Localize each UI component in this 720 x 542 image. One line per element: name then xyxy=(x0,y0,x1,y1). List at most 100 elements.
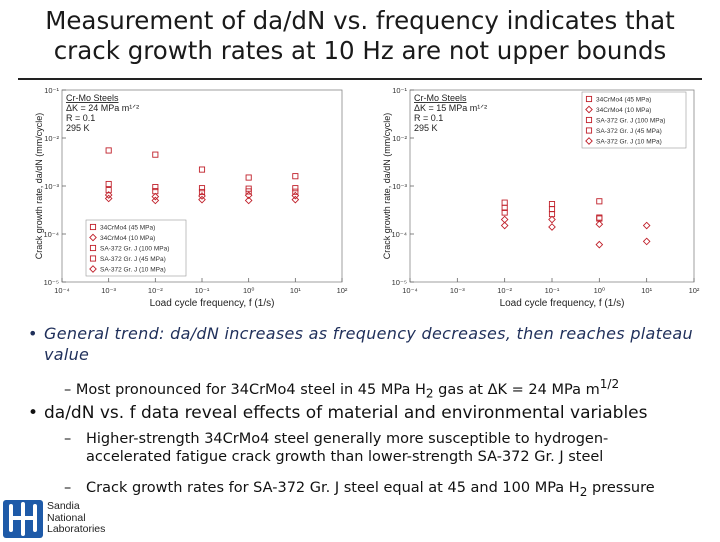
chart1-data-point xyxy=(105,187,112,194)
chart1-data-point xyxy=(105,180,112,188)
chart1-legend-label: SA-372 Gr. J (10 MPa) xyxy=(100,267,166,274)
chart2-data-point xyxy=(595,220,604,229)
chart1-annotation-line: 295 K xyxy=(66,123,90,133)
chart2-x-tick-label: 10⁰ xyxy=(594,286,605,295)
chart2-data-point xyxy=(501,209,508,216)
bullet-material-effects-text: da/dN vs. f data reveal effects of mater… xyxy=(44,403,648,423)
chart2-data-point xyxy=(500,221,509,230)
chart2-data-point xyxy=(642,237,651,246)
chart1-legend-marker xyxy=(89,244,97,252)
chart1-y-axis-label: Crack growth rate, da/dN (mm/cycle) xyxy=(34,113,44,260)
chart2-data-point xyxy=(548,223,556,231)
chart2-data-point xyxy=(501,204,508,211)
chart1-data-point xyxy=(292,188,299,195)
chart2-y-tick-label: 10⁻⁵ xyxy=(392,278,407,287)
chart2-x-tick-label: 10⁻¹ xyxy=(545,286,560,295)
chart2-data-point xyxy=(501,199,508,206)
sub3-dash: – xyxy=(64,480,72,496)
chart1-y-tick-label: 10⁻³ xyxy=(44,182,59,191)
chart1-data-point xyxy=(152,188,159,195)
chart1-y-tick-label: 10⁻⁵ xyxy=(44,278,59,287)
logo-line-1: Sandia xyxy=(47,500,80,512)
sub1-mid: gas at xyxy=(433,381,488,398)
chart1-data-point xyxy=(104,191,113,199)
sub2-dash: – xyxy=(64,431,72,447)
sub-bullet-34crmo4: – Most pronounced for 34CrMo4 steel in 4… xyxy=(64,375,619,403)
chart2-x-axis-label: Load cycle frequency, f (1/s) xyxy=(500,298,625,309)
chart1-data-point xyxy=(198,195,206,204)
bullet-general-trend-text: General trend: da/dN increases as freque… xyxy=(44,324,693,364)
thunderbird-icon xyxy=(3,500,43,538)
chart1-data-point xyxy=(245,188,252,195)
chart1-annotation-line: R = 0.1 xyxy=(66,113,95,123)
chart2-y-tick-label: 10⁻⁴ xyxy=(391,230,407,239)
sub1-h2: 2 xyxy=(425,386,434,401)
chart1-data-point xyxy=(292,173,299,180)
chart1-legend-marker xyxy=(89,265,97,273)
chart2-x-tick-label: 10⁻⁴ xyxy=(402,286,418,295)
chart2-data-point xyxy=(500,215,509,224)
bullet-material-effects: • da/dN vs. f data reveal effects of mat… xyxy=(28,402,647,424)
sandia-logo: Sandia National Laboratories xyxy=(3,500,105,538)
chart2-y-tick-label: 10⁻³ xyxy=(392,182,407,191)
chart1-legend-box xyxy=(85,219,187,277)
chart1-data-point xyxy=(104,194,113,203)
chart1-data-point xyxy=(292,185,299,192)
chart1-legend-label: SA-372 Gr. J (100 MPa) xyxy=(100,246,169,253)
chart2-legend-label: SA-372 Gr. J (100 MPa) xyxy=(596,118,665,125)
chart2-y-tick-label: 10⁻² xyxy=(392,134,407,143)
chart1-data-point xyxy=(151,192,160,201)
chart2-legend-label: 34CrMo4 (45 MPa) xyxy=(596,97,651,104)
title-line-2: crack growth rates at 10 Hz are not uppe… xyxy=(53,36,667,65)
chart1-legend-marker xyxy=(89,233,97,242)
sub1-exponent: 1/2 xyxy=(599,377,620,391)
chart1-data-point xyxy=(151,196,160,205)
logo-line-2: National xyxy=(47,511,86,524)
chart2-legend-marker xyxy=(585,116,593,124)
chart2-x-tick-label: 10¹ xyxy=(641,286,652,295)
chart1-x-tick-label: 10⁻³ xyxy=(101,286,116,295)
sub3-suffix: pressure xyxy=(587,480,655,496)
chart2-annotation-line: 295 K xyxy=(414,123,438,133)
logo-line-3: Laboratories xyxy=(47,523,106,535)
sub2-line-1: Higher-strength 34CrMo4 steel generally … xyxy=(86,431,609,447)
bullet-general-trend: • General trend: da/dN increases as freq… xyxy=(28,323,708,365)
chart2-legend-marker xyxy=(585,127,593,134)
chart1-data-point xyxy=(152,184,159,191)
logo-wordmark: Sandia National Laboratories xyxy=(47,500,106,536)
chart1-data-point xyxy=(244,196,253,205)
chart1-legend-label: 34CrMo4 (45 MPa) xyxy=(100,225,155,232)
chart2-x-tick-label: 10⁻² xyxy=(497,286,512,295)
chart2-data-point xyxy=(596,198,603,205)
sub3-h2: 2 xyxy=(579,484,588,499)
chart1-y-tick-label: 10⁻⁴ xyxy=(43,230,59,239)
chart1-data-point xyxy=(105,147,112,154)
charts-area: 10⁻⁴ 10⁻³ 10⁻² 10⁻¹ 10⁰ 10¹ 10² 10⁻¹ 10⁻² 10⁻³ 10⁻… xyxy=(22,84,700,314)
chart1-y-tick-label: 10⁻¹ xyxy=(44,86,59,95)
chart1-data-point xyxy=(198,185,206,192)
sub1-prefix: – Most pronounced for 34CrMo4 steel in 4… xyxy=(64,381,426,398)
chart1-legend-label: 34CrMo4 (10 MPa) xyxy=(100,235,155,242)
chart2-x-tick-label: 10⁻³ xyxy=(450,286,465,295)
chart1-x-tick-label: 10⁻² xyxy=(148,286,163,295)
chart2-data-point xyxy=(548,206,556,213)
sub-bullet-strength: – Higher-strength 34CrMo4 steel generall… xyxy=(64,430,694,466)
bullet-marker: • xyxy=(28,324,38,343)
chart2-data-point xyxy=(548,215,556,224)
sub-bullet-pressure: – Crack growth rates for SA-372 Gr. J ste… xyxy=(64,479,720,501)
chart1-annotation-line: Cr-Mo Steels xyxy=(66,93,119,103)
bullet-marker: • xyxy=(28,403,39,423)
chart2-legend-marker xyxy=(585,137,593,145)
chart1-data-point xyxy=(245,174,252,181)
chart2-legend-box xyxy=(581,91,687,149)
sub1-value: = 24 MPa m xyxy=(507,381,600,398)
chart2-annotation-line: Cr-Mo Steels xyxy=(414,93,467,103)
sub1-delta-k: ΔK xyxy=(487,381,508,398)
chart1-data-point xyxy=(291,195,300,204)
chart1-x-tick-label: 10⁰ xyxy=(243,286,254,295)
chart2-annotation-line: ΔK = 15 MPa m¹ᐟ² xyxy=(414,103,487,113)
chart1-y-tick-label: 10⁻² xyxy=(44,134,59,143)
chart1-x-tick-label: 10¹ xyxy=(290,286,301,295)
chart1-x-tick-label: 10² xyxy=(337,286,348,295)
chart2-legend-marker xyxy=(585,105,593,114)
